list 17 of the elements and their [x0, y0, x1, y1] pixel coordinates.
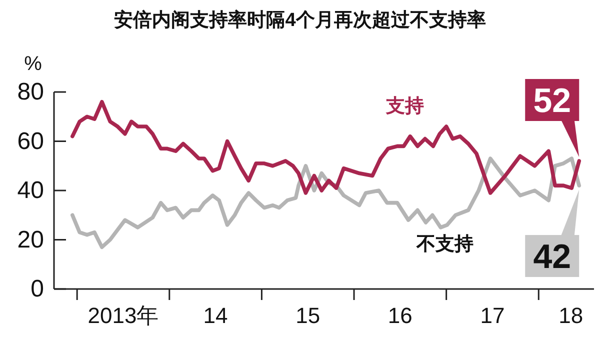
y-tick-label: 60 [17, 128, 44, 155]
x-tick-label: 16 [388, 303, 412, 328]
chart-title: 安倍内阁支持率时隔4个月再次超过不支持率 [114, 9, 486, 31]
series-label: 不支持 [416, 233, 474, 255]
x-tick-label: 17 [480, 303, 505, 328]
x-tick-label: 18 [558, 303, 584, 328]
x-tick-label: 2013年 [88, 303, 159, 328]
x-tick-label: 14 [203, 303, 228, 328]
y-tick-label: 80 [17, 78, 44, 106]
y-axis-title: % [24, 53, 42, 75]
annotation: 42 [533, 238, 572, 276]
y-tick-label: 40 [17, 177, 44, 204]
series-label: 支持 [385, 95, 424, 117]
y-tick-label: 0 [30, 276, 44, 302]
x-tick-label: 15 [296, 303, 320, 328]
annotation: 52 [533, 82, 572, 120]
y-tick-label: 20 [17, 226, 44, 254]
